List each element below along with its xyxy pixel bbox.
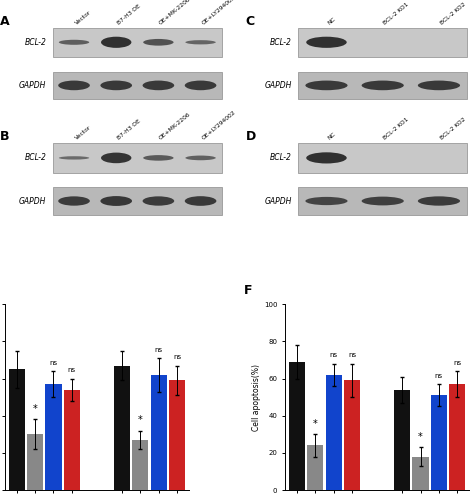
Text: BCL-2: BCL-2: [25, 153, 46, 162]
Bar: [307, 446, 323, 490]
Bar: [169, 381, 185, 490]
Bar: [53, 143, 222, 173]
Text: ns: ns: [49, 359, 57, 366]
Text: BCL-2: BCL-2: [25, 38, 46, 47]
Text: B7-H3 OE: B7-H3 OE: [116, 119, 141, 141]
Ellipse shape: [143, 197, 174, 206]
Text: ns: ns: [173, 354, 181, 360]
Ellipse shape: [100, 196, 132, 206]
Bar: [64, 390, 80, 490]
Text: GAPDH: GAPDH: [19, 81, 46, 90]
Ellipse shape: [185, 40, 216, 45]
Ellipse shape: [58, 197, 90, 206]
Text: *: *: [33, 404, 37, 414]
Bar: [394, 390, 410, 490]
Ellipse shape: [418, 81, 460, 90]
Text: OE+LY294002: OE+LY294002: [201, 0, 237, 26]
Bar: [53, 187, 222, 215]
Text: GAPDH: GAPDH: [264, 81, 292, 90]
Text: ns: ns: [453, 359, 461, 366]
Text: BCL-2: BCL-2: [270, 38, 292, 47]
Text: BCL-2: BCL-2: [270, 153, 292, 162]
Text: ns: ns: [329, 352, 338, 358]
Bar: [151, 375, 167, 490]
Bar: [431, 396, 447, 490]
Ellipse shape: [305, 197, 347, 205]
Ellipse shape: [59, 156, 89, 159]
Ellipse shape: [101, 152, 131, 163]
Text: A: A: [0, 15, 10, 28]
Bar: [298, 143, 467, 173]
Text: *: *: [138, 415, 143, 425]
Ellipse shape: [101, 37, 131, 48]
Ellipse shape: [185, 196, 217, 206]
Text: ns: ns: [435, 373, 443, 379]
Ellipse shape: [306, 152, 346, 163]
Bar: [53, 28, 222, 57]
Bar: [132, 440, 148, 490]
Ellipse shape: [185, 81, 217, 90]
Ellipse shape: [306, 37, 346, 48]
Text: OE+MK-2206: OE+MK-2206: [158, 0, 192, 26]
Text: Vector: Vector: [74, 125, 92, 141]
Text: BCL-2 KO1: BCL-2 KO1: [383, 117, 410, 141]
Ellipse shape: [58, 81, 90, 90]
Text: NC: NC: [327, 132, 336, 141]
Bar: [9, 369, 25, 490]
Text: *: *: [313, 419, 318, 429]
Text: *: *: [418, 432, 423, 442]
Text: BCL-2 KO2: BCL-2 KO2: [439, 117, 466, 141]
Ellipse shape: [143, 155, 173, 161]
Text: BCL-2 KO2: BCL-2 KO2: [439, 1, 466, 26]
Text: ns: ns: [68, 367, 76, 373]
Bar: [289, 362, 305, 490]
Ellipse shape: [305, 81, 347, 90]
Bar: [412, 456, 428, 490]
Ellipse shape: [418, 197, 460, 206]
Bar: [27, 434, 43, 490]
Text: GAPDH: GAPDH: [19, 197, 46, 205]
Text: B7-H3 OE: B7-H3 OE: [116, 3, 141, 26]
Text: NC: NC: [327, 16, 336, 26]
Text: OE+LY294002: OE+LY294002: [201, 110, 237, 141]
Text: GAPDH: GAPDH: [264, 197, 292, 205]
Ellipse shape: [59, 40, 89, 45]
Text: OE+MK-2206: OE+MK-2206: [158, 112, 192, 141]
Ellipse shape: [100, 81, 132, 90]
Text: ns: ns: [155, 346, 163, 352]
Text: D: D: [246, 131, 256, 144]
Bar: [298, 28, 467, 57]
Bar: [449, 384, 465, 490]
Text: ns: ns: [348, 352, 356, 358]
Text: Vector: Vector: [74, 9, 92, 26]
Bar: [114, 366, 130, 490]
Text: C: C: [246, 15, 255, 28]
Text: BCL-2 KO1: BCL-2 KO1: [383, 1, 410, 26]
Bar: [344, 381, 360, 490]
Bar: [46, 384, 62, 490]
Bar: [298, 187, 467, 215]
Ellipse shape: [362, 197, 404, 205]
Text: B: B: [0, 131, 10, 144]
Ellipse shape: [362, 81, 404, 90]
Bar: [326, 375, 342, 490]
Text: F: F: [245, 284, 253, 297]
Ellipse shape: [143, 39, 173, 46]
Bar: [298, 72, 467, 99]
Ellipse shape: [143, 81, 174, 90]
Y-axis label: Cell apoptosis(%): Cell apoptosis(%): [252, 364, 261, 431]
Bar: [53, 72, 222, 99]
Ellipse shape: [185, 155, 216, 160]
